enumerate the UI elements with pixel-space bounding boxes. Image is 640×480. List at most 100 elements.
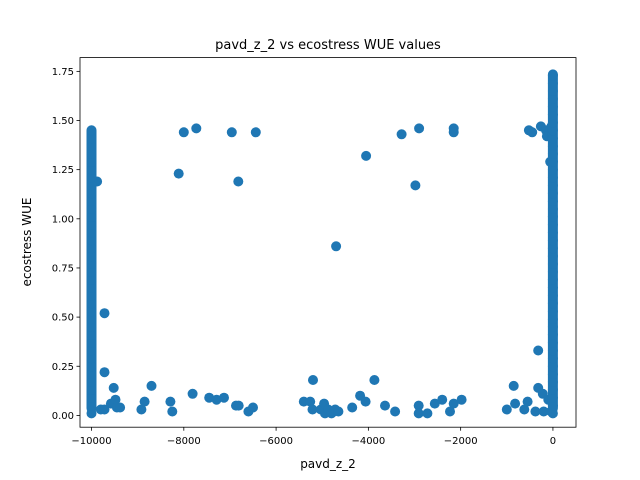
data-point-44: [361, 150, 372, 161]
y-tick-label: 0.75: [52, 263, 74, 274]
data-point-152: [547, 141, 558, 152]
data-point-119: [547, 400, 558, 411]
data-point-142: [547, 219, 558, 230]
data-point-114: [86, 148, 97, 159]
data-point-25: [233, 176, 244, 187]
data-point-85: [86, 377, 97, 387]
x-tick-label: −4000: [351, 436, 385, 447]
data-point-153: [547, 133, 558, 144]
data-point-15: [173, 168, 184, 179]
data-point-28: [248, 402, 258, 413]
data-point-21: [219, 392, 229, 403]
data-point-42: [347, 402, 358, 413]
data-point-117: [86, 125, 97, 136]
data-point-138: [547, 251, 558, 262]
data-point-64: [510, 398, 521, 409]
data-point-161: [547, 70, 558, 81]
data-point-87: [86, 361, 97, 372]
data-point-45: [360, 396, 371, 407]
data-point-68: [527, 127, 538, 138]
data-point-50: [410, 180, 421, 191]
data-point-11: [136, 404, 147, 415]
data-point-55: [429, 398, 440, 409]
data-point-91: [86, 329, 97, 340]
data-point-30: [305, 396, 316, 407]
data-point-96: [86, 290, 97, 301]
x-axis-ticks: −10000 −8000 −6000 −4000 −2000 0: [71, 427, 556, 447]
data-point-129: [547, 321, 558, 332]
y-tick-label: 1.25: [52, 165, 74, 176]
data-point-156: [547, 109, 558, 120]
data-point-26: [250, 127, 261, 138]
data-point-132: [547, 298, 558, 309]
data-point-118: [547, 408, 558, 419]
data-point-49: [396, 129, 407, 140]
data-point-62: [501, 404, 512, 415]
data-point-157: [547, 101, 558, 112]
data-point-57: [445, 406, 455, 417]
data-point-134: [547, 282, 558, 293]
data-point-140: [547, 235, 558, 246]
data-point-139: [547, 243, 558, 254]
data-point-31: [307, 404, 318, 415]
data-point-131: [547, 306, 558, 317]
y-tick-label: 1.50: [52, 116, 74, 127]
data-point-60: [448, 398, 459, 409]
data-point-160: [547, 78, 558, 89]
data-point-159: [547, 86, 558, 96]
data-point-141: [547, 227, 558, 238]
data-point-12: [139, 396, 150, 407]
data-point-10: [146, 380, 157, 391]
data-point-53: [413, 408, 424, 419]
data-point-83: [86, 392, 97, 403]
data-point-81: [86, 408, 97, 419]
data-point-111: [86, 172, 97, 183]
data-point-59: [448, 127, 459, 138]
y-tick-label: 0.00: [52, 411, 74, 422]
data-point-14: [167, 406, 178, 417]
data-point-149: [547, 164, 558, 175]
data-point-86: [86, 369, 97, 380]
data-point-124: [547, 361, 558, 372]
data-point-148: [547, 172, 558, 183]
data-point-22: [226, 127, 237, 138]
data-point-47: [380, 400, 390, 411]
data-point-112: [86, 164, 97, 175]
data-point-105: [86, 219, 97, 230]
data-point-93: [86, 314, 97, 325]
data-point-135: [547, 274, 558, 285]
data-point-0: [99, 308, 110, 319]
x-tick-label: −8000: [167, 436, 201, 447]
data-point-130: [547, 314, 558, 325]
x-axis-label: pavd_z_2: [300, 457, 356, 471]
data-point-133: [547, 290, 558, 301]
data-point-89: [86, 345, 97, 356]
data-point-146: [547, 188, 558, 199]
data-point-127: [547, 337, 558, 348]
data-point-24: [233, 400, 244, 411]
data-points: [86, 69, 558, 419]
data-point-18: [187, 388, 198, 399]
chart-title: pavd_z_2 vs ecostress WUE values: [215, 38, 441, 53]
data-point-101: [86, 251, 97, 262]
data-point-16: [178, 127, 189, 138]
data-point-147: [547, 180, 558, 191]
data-point-82: [86, 400, 97, 411]
data-point-7: [115, 402, 126, 413]
data-point-110: [86, 180, 97, 191]
y-axis-label: ecostress WUE: [20, 198, 34, 287]
data-point-150: [547, 156, 558, 167]
data-point-70: [533, 345, 544, 356]
data-point-66: [522, 396, 533, 407]
data-point-92: [86, 321, 97, 332]
data-point-126: [547, 345, 558, 356]
data-point-63: [508, 380, 519, 391]
y-axis-ticks: 0.00 0.25 0.50 0.75 1.00 1.25 1.50 1.75: [52, 67, 80, 422]
y-tick-label: 1.75: [52, 67, 74, 78]
data-point-136: [547, 266, 558, 277]
data-point-113: [86, 156, 97, 167]
data-point-51: [414, 123, 425, 134]
data-point-121: [547, 384, 558, 395]
data-point-94: [86, 306, 97, 317]
